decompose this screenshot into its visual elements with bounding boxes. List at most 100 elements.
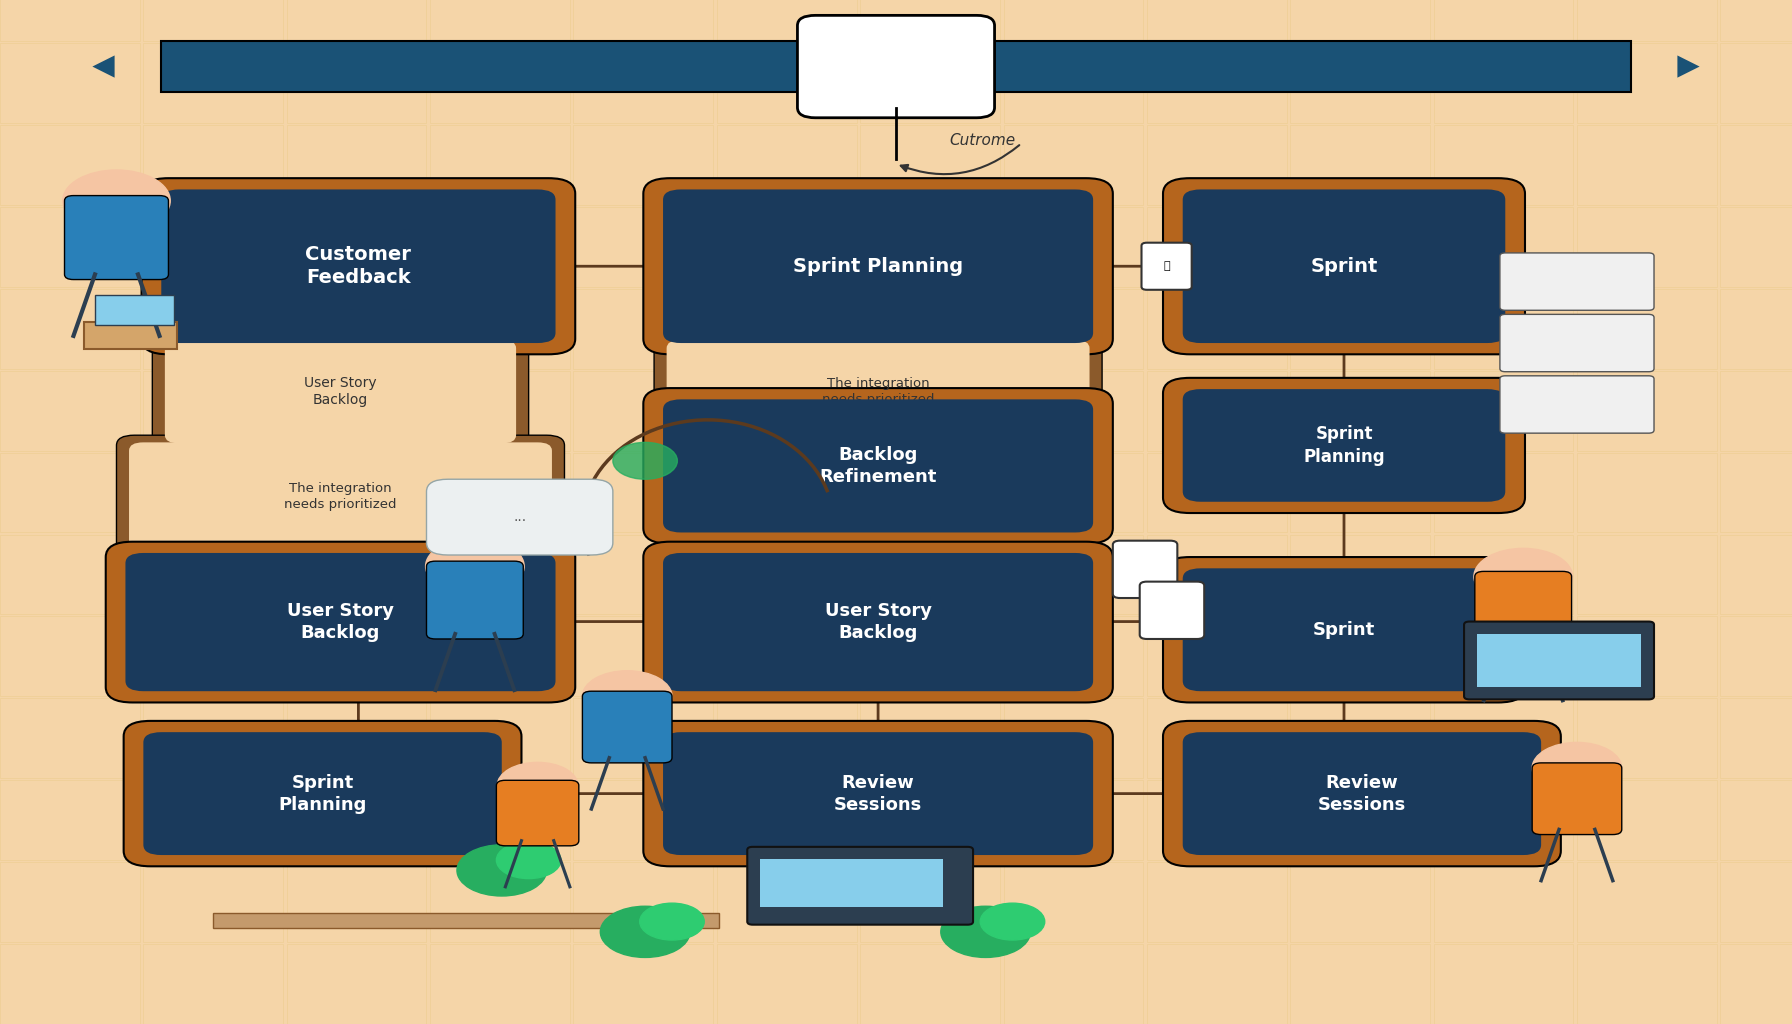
FancyBboxPatch shape <box>1434 43 1573 123</box>
FancyBboxPatch shape <box>1183 732 1541 855</box>
FancyBboxPatch shape <box>1163 378 1525 513</box>
FancyBboxPatch shape <box>1147 0 1287 41</box>
FancyBboxPatch shape <box>1720 289 1792 369</box>
FancyBboxPatch shape <box>717 616 857 696</box>
FancyBboxPatch shape <box>287 207 426 287</box>
FancyBboxPatch shape <box>287 125 426 205</box>
FancyBboxPatch shape <box>1142 243 1192 290</box>
FancyBboxPatch shape <box>1147 453 1287 532</box>
FancyBboxPatch shape <box>1720 371 1792 451</box>
FancyBboxPatch shape <box>430 289 570 369</box>
FancyBboxPatch shape <box>1147 371 1287 451</box>
FancyBboxPatch shape <box>1500 253 1654 310</box>
FancyBboxPatch shape <box>668 193 1106 350</box>
FancyBboxPatch shape <box>143 207 283 287</box>
FancyBboxPatch shape <box>143 732 502 855</box>
FancyBboxPatch shape <box>0 43 140 123</box>
FancyBboxPatch shape <box>1720 944 1792 1024</box>
FancyBboxPatch shape <box>860 43 1000 123</box>
FancyBboxPatch shape <box>143 535 283 614</box>
FancyBboxPatch shape <box>667 340 1090 443</box>
FancyBboxPatch shape <box>430 780 570 860</box>
Circle shape <box>1532 742 1622 794</box>
FancyBboxPatch shape <box>1577 535 1717 614</box>
FancyBboxPatch shape <box>663 553 1093 691</box>
FancyBboxPatch shape <box>1720 780 1792 860</box>
FancyBboxPatch shape <box>430 862 570 942</box>
FancyBboxPatch shape <box>0 371 140 451</box>
Circle shape <box>498 762 577 809</box>
FancyBboxPatch shape <box>747 847 973 925</box>
FancyBboxPatch shape <box>430 43 570 123</box>
FancyBboxPatch shape <box>1475 571 1572 649</box>
FancyBboxPatch shape <box>717 862 857 942</box>
FancyBboxPatch shape <box>1004 371 1143 451</box>
Circle shape <box>941 906 1030 957</box>
FancyBboxPatch shape <box>1577 289 1717 369</box>
FancyBboxPatch shape <box>1720 535 1792 614</box>
FancyBboxPatch shape <box>1720 43 1792 123</box>
FancyBboxPatch shape <box>1004 780 1143 860</box>
FancyBboxPatch shape <box>1434 616 1573 696</box>
FancyBboxPatch shape <box>426 561 523 639</box>
FancyBboxPatch shape <box>0 535 140 614</box>
FancyBboxPatch shape <box>1577 43 1717 123</box>
FancyBboxPatch shape <box>860 862 1000 942</box>
FancyBboxPatch shape <box>1290 616 1430 696</box>
FancyBboxPatch shape <box>717 371 857 451</box>
FancyBboxPatch shape <box>1434 862 1573 942</box>
FancyBboxPatch shape <box>1720 207 1792 287</box>
FancyBboxPatch shape <box>1290 0 1430 41</box>
FancyBboxPatch shape <box>1720 125 1792 205</box>
FancyBboxPatch shape <box>573 371 713 451</box>
FancyBboxPatch shape <box>860 0 1000 41</box>
FancyBboxPatch shape <box>760 859 943 907</box>
FancyBboxPatch shape <box>860 289 1000 369</box>
FancyBboxPatch shape <box>950 41 1631 92</box>
Text: Sprint: Sprint <box>1310 257 1378 275</box>
FancyBboxPatch shape <box>573 616 713 696</box>
FancyBboxPatch shape <box>1434 0 1573 41</box>
FancyBboxPatch shape <box>131 556 568 698</box>
FancyBboxPatch shape <box>643 542 1113 702</box>
FancyBboxPatch shape <box>860 616 1000 696</box>
FancyBboxPatch shape <box>1004 944 1143 1024</box>
FancyBboxPatch shape <box>1434 780 1573 860</box>
FancyBboxPatch shape <box>143 453 283 532</box>
Circle shape <box>63 170 170 231</box>
FancyBboxPatch shape <box>1720 0 1792 41</box>
FancyBboxPatch shape <box>1163 557 1525 702</box>
Text: 📱: 📱 <box>1163 261 1170 271</box>
FancyBboxPatch shape <box>1434 289 1573 369</box>
FancyBboxPatch shape <box>161 189 556 343</box>
FancyBboxPatch shape <box>668 556 1106 698</box>
FancyBboxPatch shape <box>573 944 713 1024</box>
FancyBboxPatch shape <box>287 289 426 369</box>
Text: The integration
needs prioritized: The integration needs prioritized <box>823 377 934 407</box>
FancyBboxPatch shape <box>430 0 570 41</box>
FancyBboxPatch shape <box>860 780 1000 860</box>
FancyBboxPatch shape <box>143 780 283 860</box>
FancyBboxPatch shape <box>1004 125 1143 205</box>
FancyBboxPatch shape <box>663 399 1093 532</box>
FancyBboxPatch shape <box>717 780 857 860</box>
FancyBboxPatch shape <box>573 535 713 614</box>
FancyBboxPatch shape <box>142 178 575 354</box>
FancyBboxPatch shape <box>643 388 1113 544</box>
FancyBboxPatch shape <box>143 862 283 942</box>
FancyBboxPatch shape <box>430 453 570 532</box>
FancyBboxPatch shape <box>717 125 857 205</box>
FancyBboxPatch shape <box>717 207 857 287</box>
FancyBboxPatch shape <box>1290 371 1430 451</box>
FancyBboxPatch shape <box>106 542 575 702</box>
FancyBboxPatch shape <box>1720 698 1792 778</box>
FancyBboxPatch shape <box>152 333 529 451</box>
FancyBboxPatch shape <box>149 735 514 862</box>
FancyBboxPatch shape <box>143 616 283 696</box>
FancyBboxPatch shape <box>0 780 140 860</box>
FancyBboxPatch shape <box>287 371 426 451</box>
FancyBboxPatch shape <box>1290 207 1430 287</box>
FancyBboxPatch shape <box>287 453 426 532</box>
FancyBboxPatch shape <box>165 340 516 443</box>
FancyBboxPatch shape <box>1290 535 1430 614</box>
